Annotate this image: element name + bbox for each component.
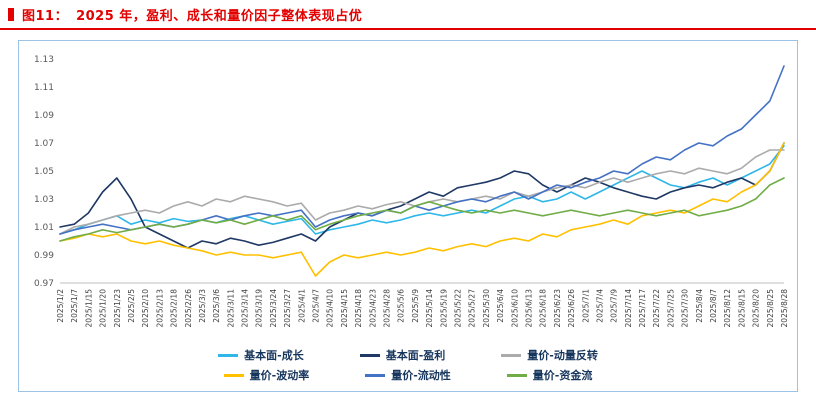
x-axis-tick-label: 2025/3/11 bbox=[226, 289, 235, 328]
chart-container: 0.97 0.99 1.01 1.03 1.05 1.07 1.09 1.11 1.13 2025… bbox=[18, 40, 798, 392]
x-axis-tick-label: 2025/6/10 bbox=[510, 289, 519, 328]
x-axis-tick-label: 2025/7/14 bbox=[624, 289, 633, 328]
legend-label: 基本面-盈利 bbox=[385, 349, 446, 362]
x-axis-tick-label: 2025/7/4 bbox=[595, 289, 604, 323]
legend-row: 基本面-成长 基本面-盈利 量价-动量反转 bbox=[21, 347, 795, 363]
x-axis-tick-label: 2025/3/24 bbox=[269, 289, 278, 328]
x-axis-tick-label: 2025/5/27 bbox=[468, 289, 477, 328]
legend-item: 量价-波动率 bbox=[223, 367, 310, 383]
legend-swatch bbox=[223, 373, 244, 377]
y-axis-tick-label: 1.05 bbox=[34, 167, 54, 177]
x-axis-tick-label: 2025/6/18 bbox=[539, 289, 548, 328]
x-axis-tick-label: 2025/7/30 bbox=[681, 289, 690, 328]
x-axis-tick-label: 2025/8/25 bbox=[766, 289, 775, 328]
x-axis-tick-label: 2025/5/22 bbox=[453, 289, 462, 328]
legend-swatch bbox=[359, 353, 380, 357]
x-axis-tick-label: 2025/3/6 bbox=[212, 289, 221, 323]
legend-label: 量价-流动性 bbox=[391, 369, 451, 382]
series-line-量价-动量反转 bbox=[59, 149, 785, 235]
x-axis-tick-label: 2025/4/28 bbox=[383, 289, 392, 328]
x-axis-tick-label: 2025/4/15 bbox=[340, 289, 349, 328]
x-axis-tick-label: 2025/4/18 bbox=[354, 289, 363, 328]
x-axis-tick-label: 2025/2/26 bbox=[184, 289, 193, 328]
legend-label: 量价-动量反转 bbox=[527, 349, 598, 362]
y-axis-tick-label: 0.99 bbox=[34, 251, 54, 261]
x-axis-tick-label: 2025/4/7 bbox=[312, 289, 321, 323]
x-axis-tick-label: 2025/2/5 bbox=[127, 289, 136, 323]
x-axis-tick-label: 2025/1/7 bbox=[70, 289, 79, 323]
legend-swatch bbox=[501, 353, 522, 357]
x-axis-tick-label: 2025/8/7 bbox=[709, 289, 718, 323]
series-line-量价-资金流 bbox=[59, 177, 785, 242]
x-axis-tick-label: 2025/6/23 bbox=[553, 289, 562, 328]
factor-performance-line-chart: 0.97 0.99 1.01 1.03 1.05 1.07 1.09 1.11 1.13 2025… bbox=[34, 55, 789, 328]
x-axis-tick-label: 2025/2/10 bbox=[141, 289, 150, 328]
x-axis-tick-label: 2025/1/2 bbox=[56, 289, 65, 323]
x-axis-tick-label: 2025/8/20 bbox=[752, 289, 761, 328]
y-axis-tick-label: 1.03 bbox=[34, 195, 54, 205]
legend-label: 基本面-成长 bbox=[244, 349, 304, 362]
y-axis-tick-label: 1.01 bbox=[34, 223, 54, 233]
legend-item: 量价-流动性 bbox=[365, 367, 451, 383]
x-axis-tick-label: 2025/8/4 bbox=[695, 289, 704, 323]
x-axis-tick-label: 2025/5/19 bbox=[439, 289, 448, 328]
x-axis-tick-label: 2025/8/12 bbox=[723, 289, 732, 328]
y-axis-tick-label: 1.13 bbox=[34, 55, 54, 65]
x-axis-tick-label: 2025/8/28 bbox=[780, 289, 789, 328]
legend-item: 基本面-盈利 bbox=[359, 347, 446, 363]
report-figure-page: 图11： 2025 年，盈利、成长和量价因子整体表现占优 0.97 0.99 1.0… bbox=[0, 0, 816, 392]
x-axis-tick-label: 2025/5/14 bbox=[425, 289, 434, 328]
legend-item: 量价-资金流 bbox=[506, 367, 593, 383]
y-axis-tick-label: 1.07 bbox=[34, 139, 54, 149]
y-axis-tick-label: 1.11 bbox=[34, 83, 54, 93]
legend-item: 量价-动量反转 bbox=[501, 347, 598, 363]
x-axis-tick-label: 2025/3/3 bbox=[198, 289, 207, 323]
series-line-基本面-盈利 bbox=[59, 142, 785, 249]
x-axis-tick-label: 2025/5/30 bbox=[482, 289, 491, 328]
x-axis-tick-label: 2025/5/6 bbox=[397, 289, 406, 323]
x-axis-tick-label: 2025/2/18 bbox=[170, 289, 179, 328]
legend-row: 量价-波动率 量价-流动性 量价-资金流 bbox=[21, 367, 795, 383]
x-axis-tick-label: 2025/7/25 bbox=[666, 289, 675, 328]
figure-title: 2025 年，盈利、成长和量价因子整体表现占优 bbox=[76, 9, 363, 24]
x-axis-tick-label: 2025/1/23 bbox=[113, 289, 122, 328]
legend-label: 量价-资金流 bbox=[532, 369, 593, 382]
x-axis-tick-label: 2025/7/9 bbox=[610, 289, 619, 323]
series-line-量价-波动率 bbox=[59, 142, 785, 277]
legend-swatch bbox=[506, 373, 527, 377]
x-axis-tick-label: 2025/6/26 bbox=[567, 289, 576, 328]
x-axis-tick-label: 2025/5/9 bbox=[411, 289, 420, 323]
x-axis-tick-label: 2025/7/1 bbox=[581, 289, 590, 323]
x-axis-tick-label: 2025/6/13 bbox=[524, 289, 533, 328]
legend-label: 量价-波动率 bbox=[249, 369, 310, 382]
x-axis-tick-label: 2025/7/22 bbox=[652, 289, 661, 328]
x-axis-tick-label: 2025/8/15 bbox=[737, 289, 746, 328]
series-line-基本面-成长 bbox=[59, 145, 785, 235]
y-axis-tick-label: 1.09 bbox=[34, 111, 54, 121]
x-axis-tick-label: 2025/6/4 bbox=[496, 289, 505, 323]
x-axis-tick-label: 2025/4/23 bbox=[368, 289, 377, 328]
x-axis-tick-label: 2025/4/10 bbox=[326, 289, 335, 328]
x-axis-tick-label: 2025/3/19 bbox=[255, 289, 264, 328]
legend-swatch bbox=[365, 373, 386, 377]
x-axis-tick-label: 2025/4/1 bbox=[297, 289, 306, 323]
x-axis-tick-label: 2025/3/14 bbox=[241, 289, 250, 328]
figure-header: 图11： 2025 年，盈利、成长和量价因子整体表现占优 bbox=[0, 0, 816, 30]
chart-legend: 基本面-成长 基本面-盈利 量价-动量反转量价-波动率 量价-流动性 量价-资金流 bbox=[21, 347, 795, 383]
legend-item: 基本面-成长 bbox=[218, 347, 304, 363]
x-axis-tick-label: 2025/2/13 bbox=[155, 289, 164, 328]
x-axis-tick-label: 2025/1/15 bbox=[84, 289, 93, 328]
y-axis-tick-label: 0.97 bbox=[34, 279, 54, 289]
x-axis-tick-label: 2025/3/27 bbox=[283, 289, 292, 328]
x-axis-tick-label: 2025/7/17 bbox=[638, 289, 647, 328]
legend-swatch bbox=[218, 353, 239, 357]
x-axis-tick-label: 2025/1/20 bbox=[99, 289, 108, 328]
figure-number: 图11： bbox=[22, 9, 69, 24]
red-marker-icon bbox=[8, 8, 14, 21]
